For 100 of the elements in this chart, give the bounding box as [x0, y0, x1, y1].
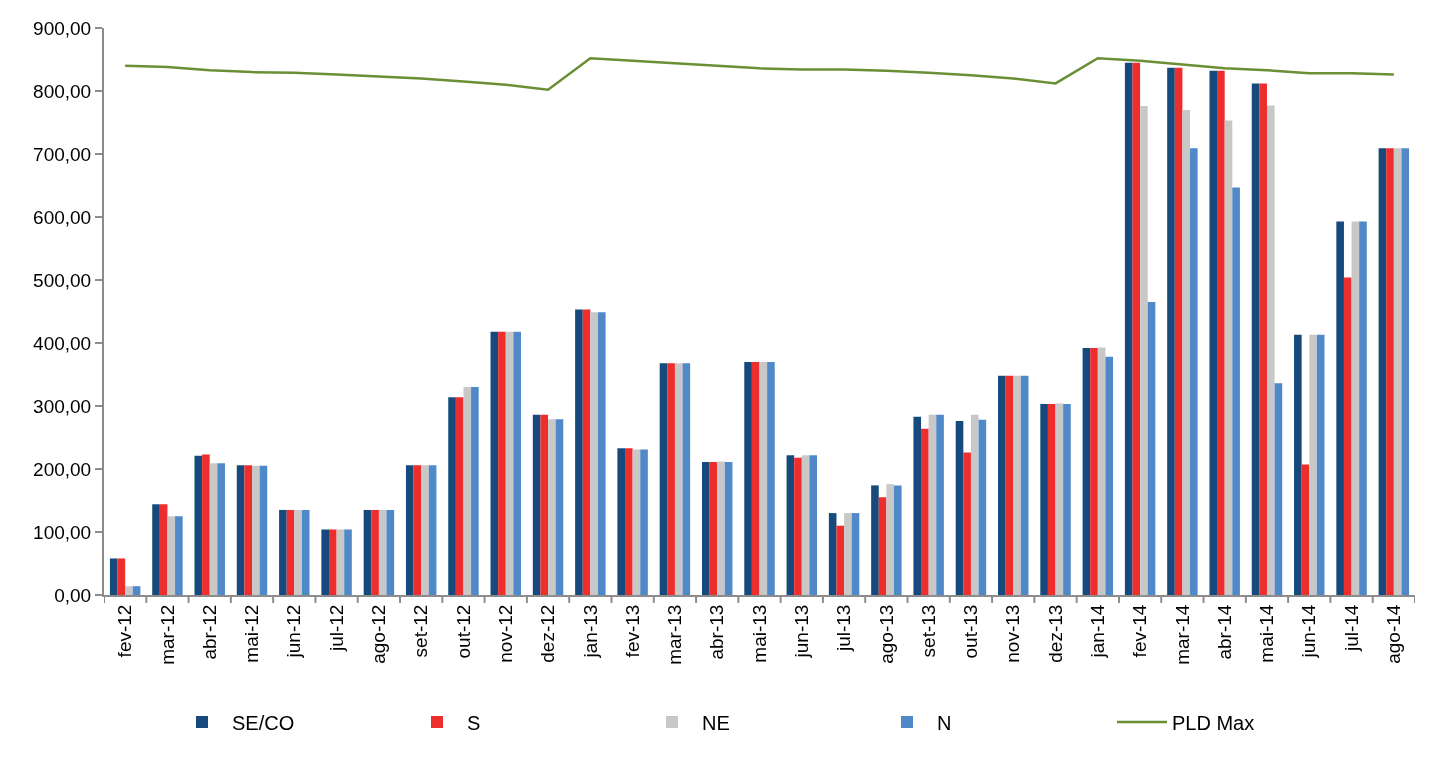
bar — [1274, 383, 1283, 595]
x-tick-label: nov-12 — [494, 604, 516, 663]
x-tick-label: set-13 — [917, 604, 939, 658]
bar — [851, 513, 860, 595]
bar — [1259, 83, 1267, 595]
bar — [724, 462, 733, 595]
y-tick-label: 100,00 — [33, 521, 92, 543]
bar — [1140, 106, 1148, 595]
bar — [597, 312, 606, 595]
bar — [540, 414, 549, 595]
bar — [421, 465, 429, 595]
bar — [378, 509, 387, 595]
bar — [363, 509, 372, 595]
bar — [463, 387, 472, 595]
bar — [321, 529, 329, 595]
bar — [759, 361, 768, 595]
x-tick-label: nov-13 — [1002, 604, 1024, 663]
bar — [978, 419, 987, 595]
bar — [1336, 221, 1344, 595]
bar — [928, 414, 937, 595]
x-tick-label: mai-13 — [748, 604, 770, 663]
bar — [194, 455, 203, 595]
x-tick-label: ago-14 — [1383, 604, 1405, 664]
y-tick-label: 600,00 — [33, 206, 92, 228]
bar — [1359, 221, 1367, 595]
bar — [709, 462, 718, 595]
x-tick-label: jun-14 — [1298, 604, 1320, 659]
bar — [428, 465, 437, 595]
bar — [513, 331, 521, 595]
bar — [413, 465, 422, 595]
bar — [371, 509, 379, 595]
bar — [548, 419, 556, 595]
bar — [1147, 302, 1156, 595]
bar — [1224, 120, 1233, 595]
bar — [344, 529, 352, 595]
bar — [1013, 375, 1021, 595]
x-tick-label: mai-12 — [241, 604, 263, 663]
legend-label: S — [467, 711, 481, 734]
y-tick-label: 400,00 — [33, 332, 92, 354]
x-tick-label: jan-14 — [1086, 604, 1108, 659]
bar — [582, 309, 591, 595]
bar — [498, 331, 506, 595]
bar — [1105, 356, 1114, 595]
bar — [659, 363, 668, 595]
bar — [259, 465, 268, 595]
bar — [152, 504, 160, 595]
y-tick-label: 300,00 — [33, 395, 92, 417]
x-tick-label: jun-13 — [790, 604, 812, 659]
bar — [590, 312, 598, 595]
y-tick-label: 200,00 — [33, 458, 92, 480]
bar — [175, 516, 183, 595]
bar — [202, 454, 210, 595]
bar — [1232, 187, 1240, 595]
bar — [244, 465, 253, 595]
bar — [159, 504, 168, 595]
x-tick-label: dez-13 — [1044, 604, 1066, 663]
bar — [1124, 62, 1133, 595]
bar — [1090, 348, 1098, 595]
legend-label: NE — [702, 711, 730, 734]
bar — [871, 485, 879, 595]
bar — [701, 462, 710, 595]
bar — [767, 361, 775, 595]
x-tick-label: ago-12 — [368, 604, 390, 664]
bar — [828, 513, 837, 595]
bar — [744, 361, 752, 595]
y-tick-label: 500,00 — [33, 269, 92, 291]
legend-label: N — [937, 711, 952, 734]
bar — [893, 485, 902, 595]
y-tick-label: 0,00 — [54, 584, 92, 606]
bar — [1209, 70, 1218, 595]
bar — [1266, 105, 1275, 595]
x-tick-label: mar-14 — [1171, 604, 1193, 665]
bar — [532, 414, 541, 595]
bar — [1301, 464, 1310, 595]
bar — [625, 448, 633, 595]
bar — [801, 455, 810, 595]
x-tick-label: jun-12 — [283, 604, 305, 659]
x-tick-label: abr-13 — [706, 604, 728, 660]
bar — [1294, 334, 1302, 595]
x-tick-label: fev-14 — [1129, 604, 1151, 658]
bar — [167, 516, 176, 595]
x-tick-label: mai-14 — [1256, 604, 1278, 663]
y-tick-label: 900,00 — [33, 17, 92, 39]
bar — [279, 509, 287, 595]
bar — [1063, 404, 1071, 595]
bar — [936, 414, 944, 595]
bar — [717, 461, 725, 595]
bar — [844, 513, 852, 595]
bar — [1393, 148, 1402, 595]
x-tick-label: jul-13 — [833, 604, 855, 653]
bar — [1047, 404, 1056, 595]
bar — [336, 529, 345, 595]
bar — [878, 497, 887, 595]
bar — [209, 463, 218, 595]
bar — [921, 428, 929, 595]
bar — [294, 509, 302, 595]
bar — [955, 421, 964, 595]
bar — [286, 509, 295, 595]
bar — [963, 452, 971, 595]
bar — [886, 484, 894, 595]
